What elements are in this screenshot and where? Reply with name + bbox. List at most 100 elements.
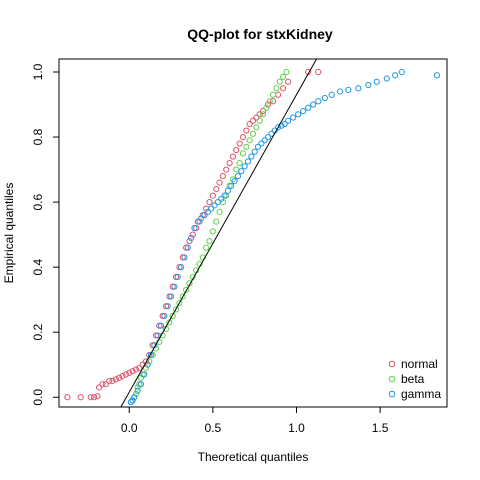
normal-point <box>209 192 216 199</box>
legend-item-beta: beta <box>388 372 425 386</box>
beta-point <box>216 208 223 215</box>
x-axis-label: Theoretical quantiles <box>198 450 309 464</box>
gamma-point <box>147 351 155 359</box>
gamma-point <box>261 137 268 144</box>
beta-point <box>263 104 270 111</box>
normal-point <box>256 111 263 118</box>
normal-point <box>136 364 143 372</box>
y-tick-label: 1.0 <box>31 63 45 80</box>
beta-point <box>229 176 237 183</box>
legend-item-normal: normal <box>388 357 438 371</box>
beta-point <box>132 390 140 398</box>
gamma-point <box>336 88 344 95</box>
legend-item-gamma: gamma <box>388 387 441 401</box>
normal-point <box>233 146 240 154</box>
gamma-point <box>137 381 145 388</box>
beta-point <box>273 85 280 92</box>
normal-point <box>109 377 116 385</box>
x-axis: 0.0 0.5 1.0 1.5 <box>121 407 389 435</box>
gamma-point <box>373 78 380 85</box>
gamma-point <box>131 394 138 401</box>
gamma-point <box>129 397 136 404</box>
normal-point <box>87 394 94 401</box>
gamma-point <box>218 195 225 202</box>
beta-point <box>239 150 247 157</box>
normal-point <box>119 373 126 380</box>
beta-point <box>276 78 283 85</box>
y-tick-label: 0.0 <box>31 389 45 406</box>
normal-point <box>122 371 129 378</box>
normal-point <box>116 374 123 381</box>
gamma-point <box>164 303 171 310</box>
gamma-point <box>345 86 352 93</box>
beta-point <box>169 312 176 320</box>
data-points-layer <box>64 68 441 406</box>
legend-label: beta <box>401 372 425 386</box>
normal-point <box>186 238 193 245</box>
normal-point <box>206 199 213 206</box>
beta-point <box>256 117 263 124</box>
y-tick-label: 0.2 <box>31 324 45 341</box>
normal-point <box>269 98 277 105</box>
gamma-point <box>254 143 262 150</box>
normal-point <box>189 231 196 238</box>
beta-point <box>213 218 220 225</box>
beta-point <box>280 73 287 80</box>
gamma-point <box>141 371 148 378</box>
normal-point <box>246 120 253 128</box>
gamma-point <box>248 153 255 160</box>
gamma-point <box>398 68 405 76</box>
normal-point <box>213 185 220 193</box>
gamma-point <box>127 399 135 406</box>
legend-label: gamma <box>401 387 441 401</box>
y-tick-label: 0.8 <box>31 128 45 145</box>
normal-point <box>259 107 267 115</box>
gamma-point <box>300 107 307 115</box>
normal-point <box>126 369 133 376</box>
gamma-point <box>154 332 161 339</box>
gamma-point <box>310 101 317 108</box>
normal-point <box>99 381 106 388</box>
gamma-point <box>221 192 228 199</box>
y-tick-label: 0.6 <box>31 193 45 210</box>
normal-point <box>96 384 103 391</box>
normal-point <box>91 394 98 401</box>
beta-point <box>246 137 253 144</box>
gamma-point <box>305 104 312 111</box>
normal-point <box>216 179 223 186</box>
normal-point <box>243 127 250 134</box>
beta-point <box>206 238 213 245</box>
normal-point <box>264 101 272 108</box>
normal-point <box>77 394 84 401</box>
normal-point <box>129 368 136 375</box>
gamma-point <box>174 273 181 281</box>
gamma-point <box>198 215 205 222</box>
normal-point <box>112 376 119 383</box>
beta-point <box>179 293 186 300</box>
beta-point <box>203 244 210 251</box>
normal-point <box>132 366 140 373</box>
normal-point <box>236 140 243 147</box>
beta-point <box>183 286 190 294</box>
gamma-point <box>231 177 238 185</box>
beta-point <box>243 143 250 150</box>
gamma-point <box>365 81 372 89</box>
beta-point <box>249 130 257 137</box>
normal-point <box>239 133 247 141</box>
normal-point <box>142 358 150 365</box>
legend-marker <box>388 390 396 398</box>
normal-point <box>94 393 101 400</box>
gamma-point <box>274 124 282 131</box>
normal-point <box>64 394 71 401</box>
x-tick-label: 0.0 <box>121 421 138 435</box>
normal-point <box>102 381 109 388</box>
beta-point <box>176 299 183 307</box>
gamma-point <box>134 387 141 394</box>
beta-point <box>283 68 290 76</box>
normal-point <box>285 78 292 85</box>
gamma-point <box>167 293 175 300</box>
x-tick-label: 1.5 <box>372 421 389 435</box>
